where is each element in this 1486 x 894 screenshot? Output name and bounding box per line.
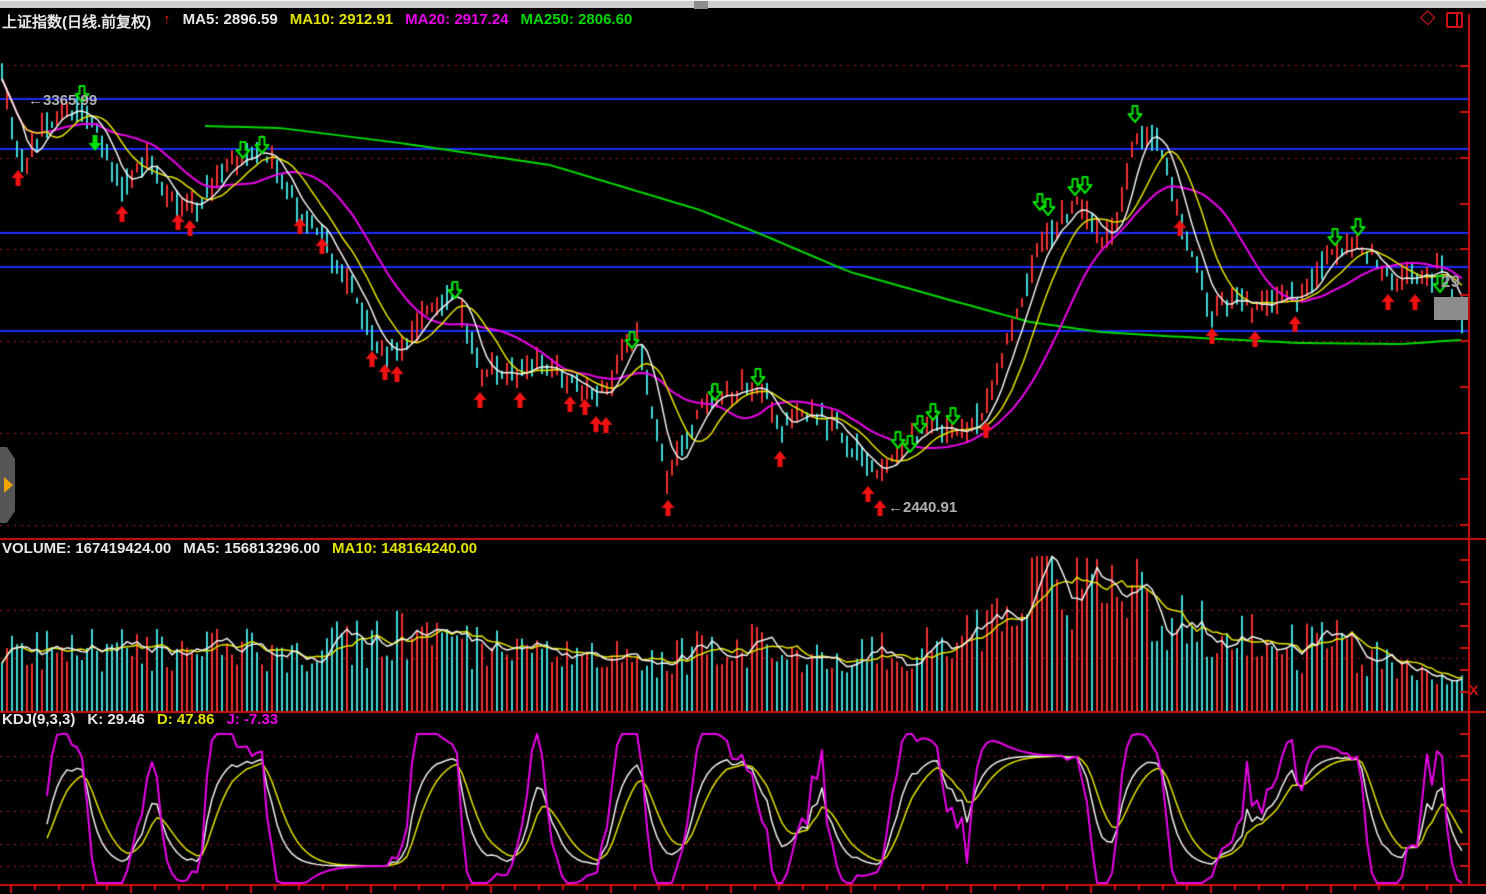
kdj-k-value: K: 29.46 (87, 711, 145, 728)
kdj-j-value: J: -7.33 (226, 711, 279, 728)
high-price-annotation: ←3365.99 (28, 92, 98, 109)
ma5-value: MA5: 2896.59 (182, 11, 278, 28)
kdj-indicator-label: KDJ(9,3,3) (2, 711, 76, 728)
volume-ma10-value: MA10: 148164240.00 (332, 540, 478, 557)
kdj-pane-header: KDJ(9,3,3) K: 29.46 D: 47.86 J: -7.33 (2, 711, 278, 728)
last-price-partial: 29 (1441, 272, 1460, 291)
bottom-right-x-marker: X (1469, 682, 1479, 698)
split-window-icon[interactable] (1446, 12, 1463, 28)
volume-pane-header: VOLUME: 167419424.00 MA5: 156813296.00 M… (2, 540, 477, 557)
low-price-annotation: ←2440.91 (888, 499, 958, 516)
main-chart-header: 上证指数(日线.前复权) ↑ MA5: 2896.59 MA10: 2912.9… (2, 11, 632, 32)
split-window-divider (1456, 14, 1458, 26)
ma20-value: MA20: 2917.24 (405, 11, 509, 28)
volume-value: VOLUME: 167419424.00 (2, 540, 172, 557)
ma10-value: MA10: 2912.91 (289, 11, 394, 28)
ma250-value: MA250: 2806.60 (520, 11, 633, 28)
sidebar-expand-handle[interactable] (0, 447, 15, 523)
horizontal-scrollbar[interactable] (0, 0, 1486, 9)
expand-arrow-icon (4, 477, 13, 493)
kdj-d-value: D: 47.86 (156, 711, 215, 728)
current-price-tag (1434, 297, 1468, 320)
symbol-title: 上证指数(日线.前复权) (2, 14, 152, 31)
scrollbar-thumb[interactable] (694, 1, 708, 9)
up-arrow-icon: ↑ (163, 11, 171, 28)
volume-ma5-value: MA5: 156813296.00 (183, 540, 321, 557)
diamond-icon[interactable]: ◇ (1420, 6, 1436, 28)
